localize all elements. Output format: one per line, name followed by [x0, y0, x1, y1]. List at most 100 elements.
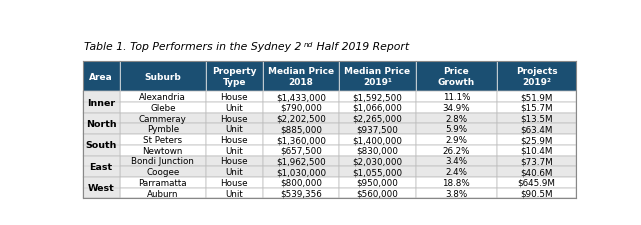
Text: $1,400,000: $1,400,000: [353, 135, 403, 144]
Bar: [497, 62, 576, 92]
Text: Glebe: Glebe: [150, 104, 176, 112]
Text: $790,000: $790,000: [280, 104, 322, 112]
Bar: [206, 188, 263, 198]
Text: $2,265,000: $2,265,000: [353, 114, 403, 123]
Text: St Peters: St Peters: [143, 135, 182, 144]
Text: $1,360,000: $1,360,000: [276, 135, 326, 144]
Bar: [339, 113, 415, 124]
Bar: [83, 92, 120, 113]
Text: Pymble: Pymble: [147, 125, 179, 134]
Bar: [415, 124, 497, 135]
Text: $40.6M: $40.6M: [520, 167, 553, 176]
Bar: [263, 177, 339, 188]
Text: $1,055,000: $1,055,000: [353, 167, 403, 176]
Bar: [415, 62, 497, 92]
Text: Coogee: Coogee: [146, 167, 179, 176]
Bar: [497, 166, 576, 177]
Bar: [263, 124, 339, 135]
Bar: [497, 156, 576, 166]
Text: 2.8%: 2.8%: [445, 114, 467, 123]
Bar: [83, 62, 120, 92]
Text: $1,066,000: $1,066,000: [353, 104, 403, 112]
Bar: [263, 113, 339, 124]
Text: Projects
2019²: Projects 2019²: [515, 67, 557, 86]
Text: $539,356: $539,356: [280, 189, 322, 198]
Text: $937,500: $937,500: [356, 125, 398, 134]
Text: 34.9%: 34.9%: [442, 104, 470, 112]
Bar: [120, 92, 206, 103]
Bar: [120, 177, 206, 188]
Bar: [497, 113, 576, 124]
Bar: [415, 113, 497, 124]
Bar: [339, 124, 415, 135]
Text: $645.9M: $645.9M: [517, 178, 555, 187]
Text: $13.5M: $13.5M: [520, 114, 553, 123]
Text: East: East: [90, 162, 113, 171]
Text: Unit: Unit: [226, 125, 243, 134]
Bar: [497, 92, 576, 103]
Bar: [415, 103, 497, 113]
Bar: [206, 177, 263, 188]
Text: Half 2019 Report: Half 2019 Report: [313, 42, 409, 52]
Text: Median Price
2018: Median Price 2018: [268, 67, 334, 86]
Text: House: House: [221, 93, 248, 102]
Bar: [263, 103, 339, 113]
Text: $800,000: $800,000: [280, 178, 322, 187]
Text: $1,433,000: $1,433,000: [276, 93, 326, 102]
Bar: [263, 92, 339, 103]
Bar: [339, 135, 415, 145]
Text: $90.5M: $90.5M: [520, 189, 553, 198]
Text: $1,962,500: $1,962,500: [276, 157, 326, 166]
Text: $2,202,500: $2,202,500: [276, 114, 326, 123]
Text: $950,000: $950,000: [356, 178, 398, 187]
Text: Price
Growth: Price Growth: [438, 67, 475, 86]
Bar: [339, 62, 415, 92]
Bar: [120, 62, 206, 92]
Bar: [120, 156, 206, 166]
Bar: [497, 103, 576, 113]
Text: $1,592,500: $1,592,500: [353, 93, 403, 102]
Text: Area: Area: [89, 72, 113, 81]
Bar: [415, 177, 497, 188]
Bar: [339, 156, 415, 166]
Bar: [206, 113, 263, 124]
Bar: [497, 145, 576, 156]
Text: Alexandria: Alexandria: [139, 93, 186, 102]
Text: $885,000: $885,000: [280, 125, 322, 134]
Bar: [497, 124, 576, 135]
Text: Unit: Unit: [226, 104, 243, 112]
Text: 2.4%: 2.4%: [445, 167, 467, 176]
Bar: [415, 156, 497, 166]
Text: $560,000: $560,000: [356, 189, 398, 198]
Bar: [497, 188, 576, 198]
Text: 3.4%: 3.4%: [445, 157, 467, 166]
Bar: [339, 188, 415, 198]
Text: nd: nd: [304, 42, 313, 48]
Text: $830,000: $830,000: [356, 146, 398, 155]
Text: West: West: [88, 183, 115, 192]
Bar: [263, 156, 339, 166]
Text: 11.1%: 11.1%: [442, 93, 470, 102]
Text: 3.8%: 3.8%: [445, 189, 467, 198]
Text: Property
Type: Property Type: [212, 67, 256, 86]
Bar: [415, 166, 497, 177]
Bar: [83, 177, 120, 198]
Bar: [263, 166, 339, 177]
Bar: [415, 92, 497, 103]
Text: $73.7M: $73.7M: [520, 157, 553, 166]
Text: Median Price
2019¹: Median Price 2019¹: [344, 67, 410, 86]
Bar: [263, 62, 339, 92]
Text: $657,500: $657,500: [280, 146, 322, 155]
Text: $10.4M: $10.4M: [520, 146, 553, 155]
Text: 2.9%: 2.9%: [445, 135, 467, 144]
Bar: [120, 166, 206, 177]
Bar: [263, 145, 339, 156]
Text: House: House: [221, 178, 248, 187]
Bar: [120, 135, 206, 145]
Bar: [339, 92, 415, 103]
Text: Table 1. Top Performers in the Sydney 2: Table 1. Top Performers in the Sydney 2: [83, 42, 301, 52]
Text: Auburn: Auburn: [147, 189, 179, 198]
Bar: [206, 156, 263, 166]
Bar: [206, 62, 263, 92]
Bar: [120, 145, 206, 156]
